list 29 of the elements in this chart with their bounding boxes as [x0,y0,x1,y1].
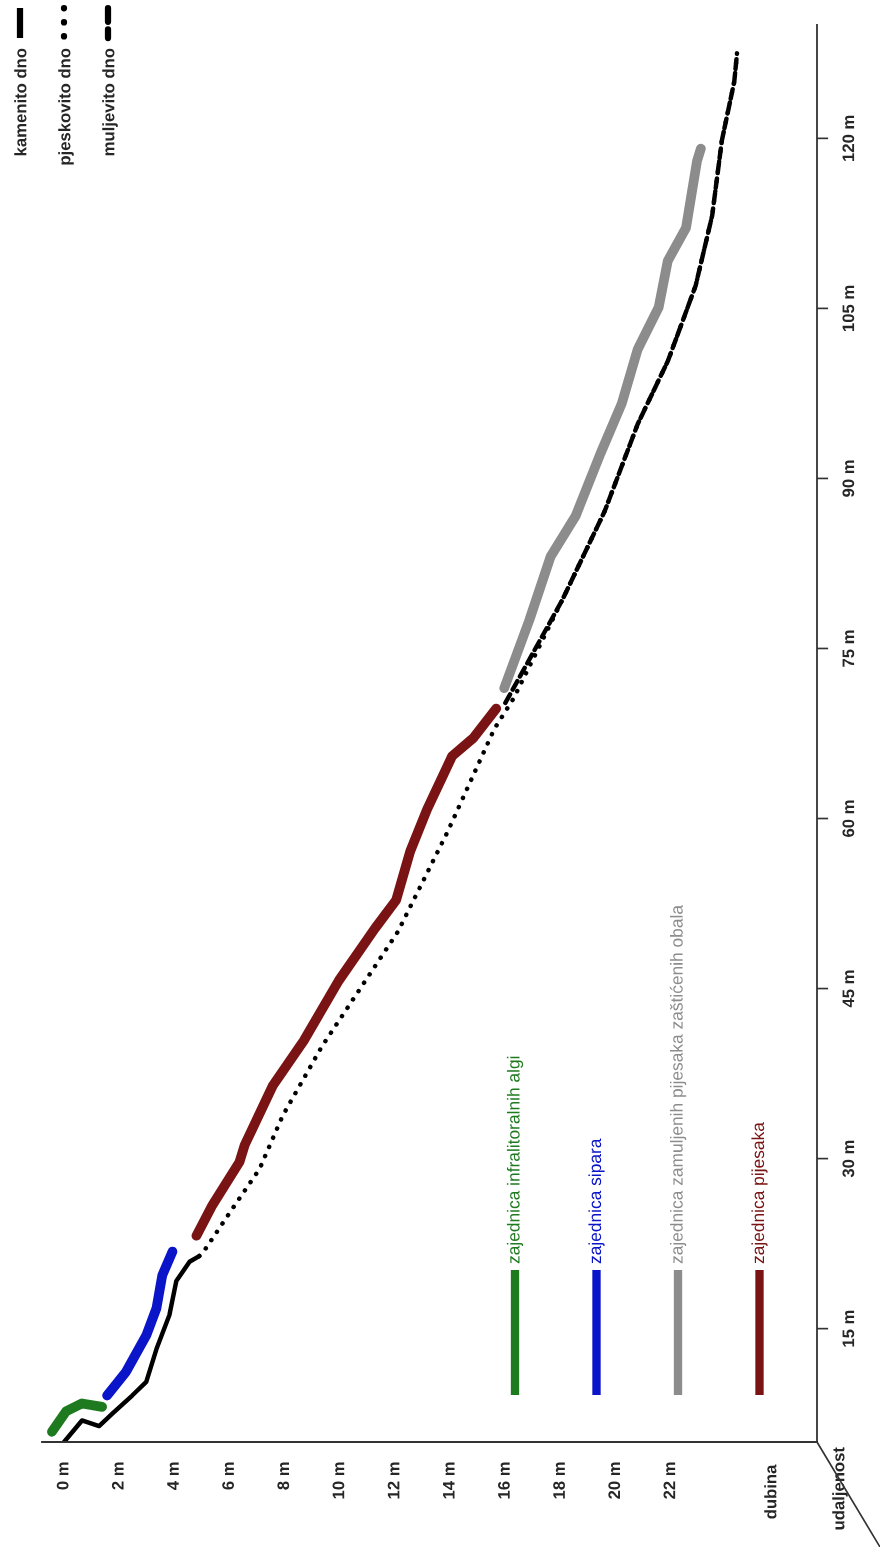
y-tick-label: 90 m [842,460,855,497]
y-tick-label: 120 m [842,115,855,161]
x-tick-label: 0 m [56,1462,69,1490]
x-tick-label: 18 m [553,1462,565,1499]
text: zajednica pijesaka [751,1122,768,1264]
y-axis-title: udaljenost [832,1447,848,1530]
text: dubina [764,1464,777,1519]
x-tick-label: 16 m [498,1462,510,1499]
text: zajednica sipara [588,1138,605,1264]
y-tick-label: 15 m [842,1310,855,1347]
legend-label: muljevito dno [102,48,118,156]
text: zajednica zamuljenih pijesaka zaštićenih obala [669,904,687,1264]
legend-label: pjeskovito dno [58,48,74,165]
x-tick-label: 14 m [443,1462,455,1499]
x-tick-label: 6 m [222,1462,235,1490]
y-tick-label: 75 m [842,630,855,667]
text: zajednica infralitoralnih algi [506,1056,524,1264]
x-tick-label: 8 m [277,1462,290,1490]
x-tick-label: 4 m [167,1462,179,1490]
y-tick-label: 60 m [842,800,855,837]
y-tick-label: 45 m [842,970,855,1008]
x-tick-label: 12 m [387,1462,400,1499]
x-tick-label: 20 m [608,1462,621,1499]
x-tick-label: 22 m [663,1462,676,1499]
x-tick-label: 10 m [332,1462,345,1499]
x-tick-label: 2 m [111,1462,124,1490]
y-tick-label: 105 m [842,285,855,331]
y-tick-label: 30 m [842,1140,855,1178]
legend-label: kamenito dno [14,48,27,156]
